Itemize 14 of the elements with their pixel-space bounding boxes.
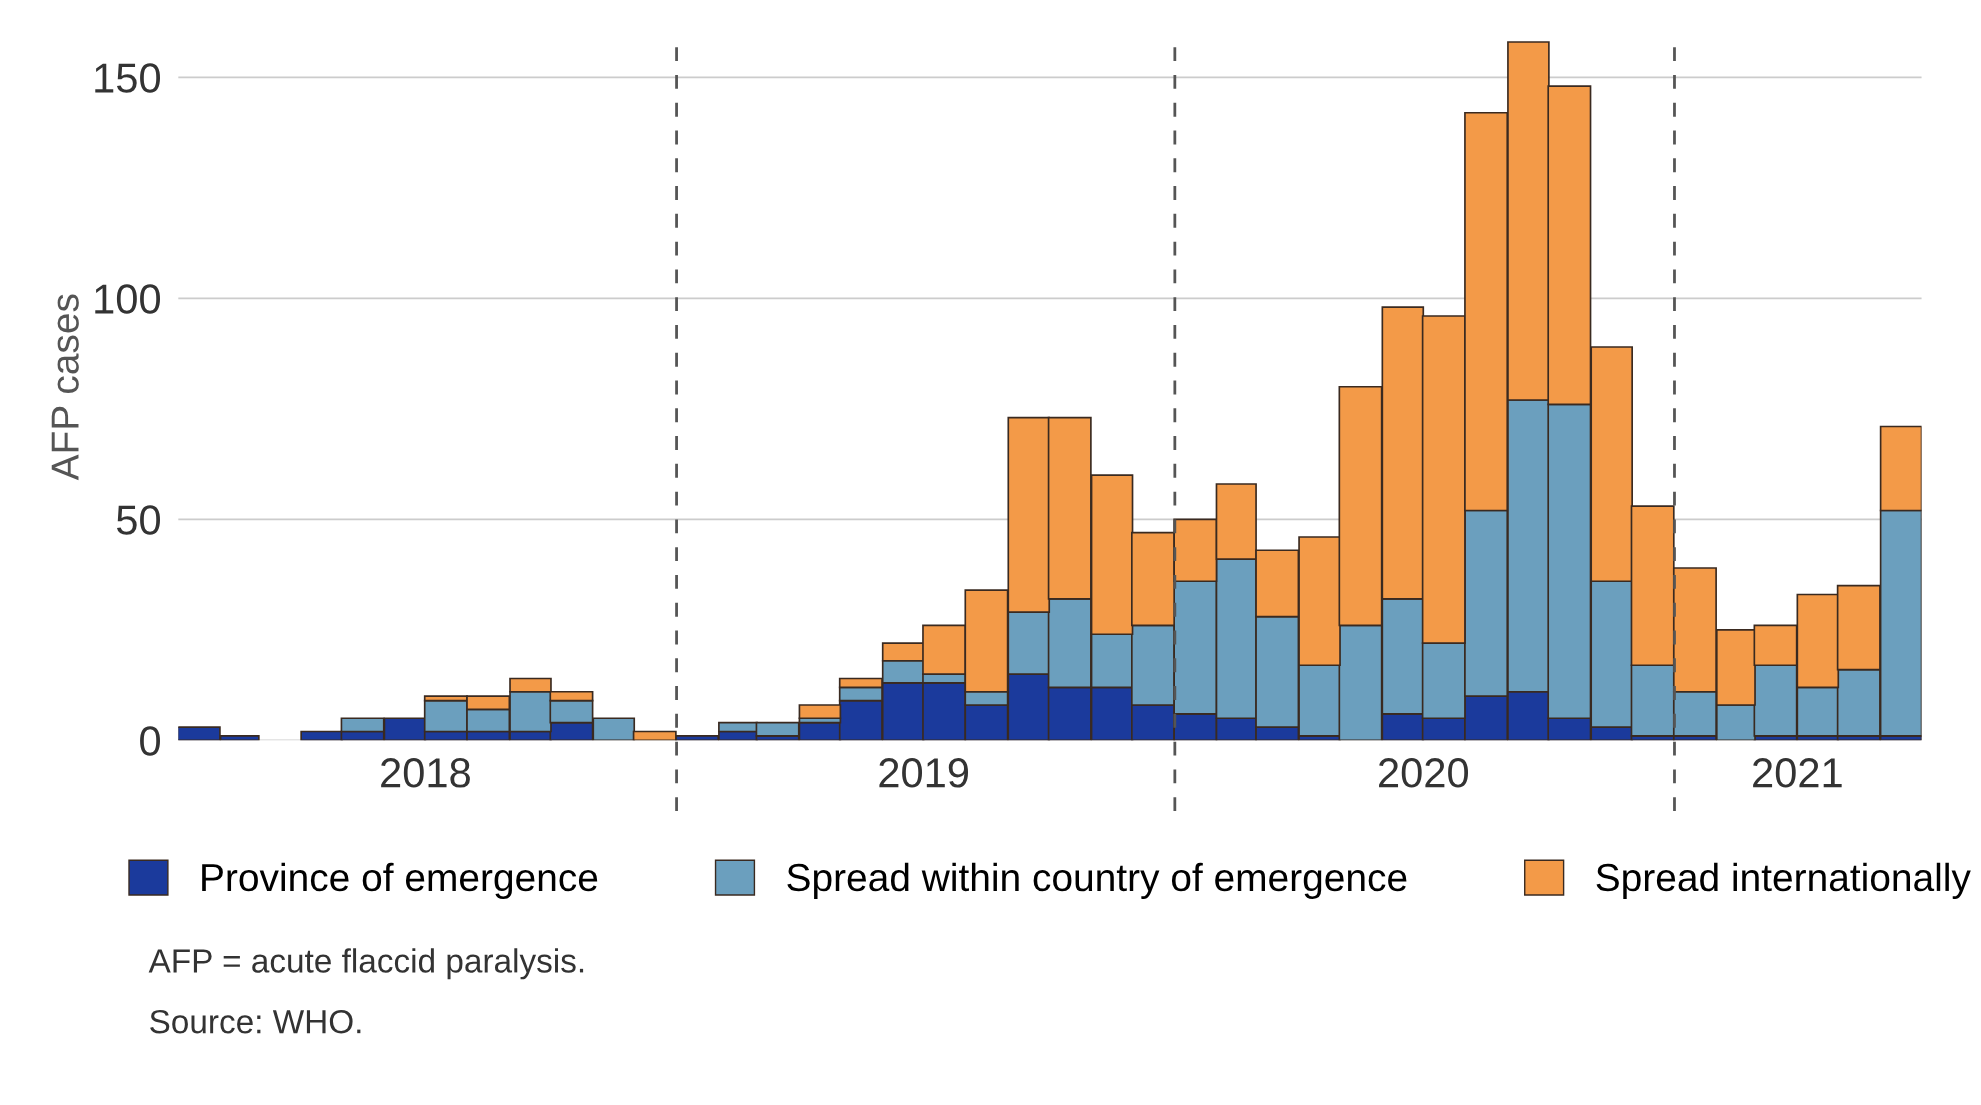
x-tick-label: 2020 bbox=[1379, 758, 1469, 788]
x-tick-label: 2018 bbox=[381, 758, 470, 788]
legend-label: Province of emergence bbox=[202, 862, 598, 900]
y-tick-label: 0 bbox=[140, 726, 160, 756]
y-axis-title: AFP cases bbox=[51, 294, 79, 481]
text: AFP = acute flaccid paralysis. bbox=[148, 948, 584, 980]
legend-label: Spread within country of emergence bbox=[787, 862, 1407, 900]
y-tick-label: 50 bbox=[116, 505, 160, 535]
source-note: Source: WHO. bbox=[150, 1009, 361, 1034]
legend-label: Spread internationally bbox=[1596, 862, 1971, 900]
x-tick-label: 2021 bbox=[1753, 758, 1842, 788]
y-tick-label: 150 bbox=[95, 63, 160, 93]
x-tick-label: 2019 bbox=[879, 758, 969, 788]
y-tick-label: 100 bbox=[95, 284, 160, 314]
